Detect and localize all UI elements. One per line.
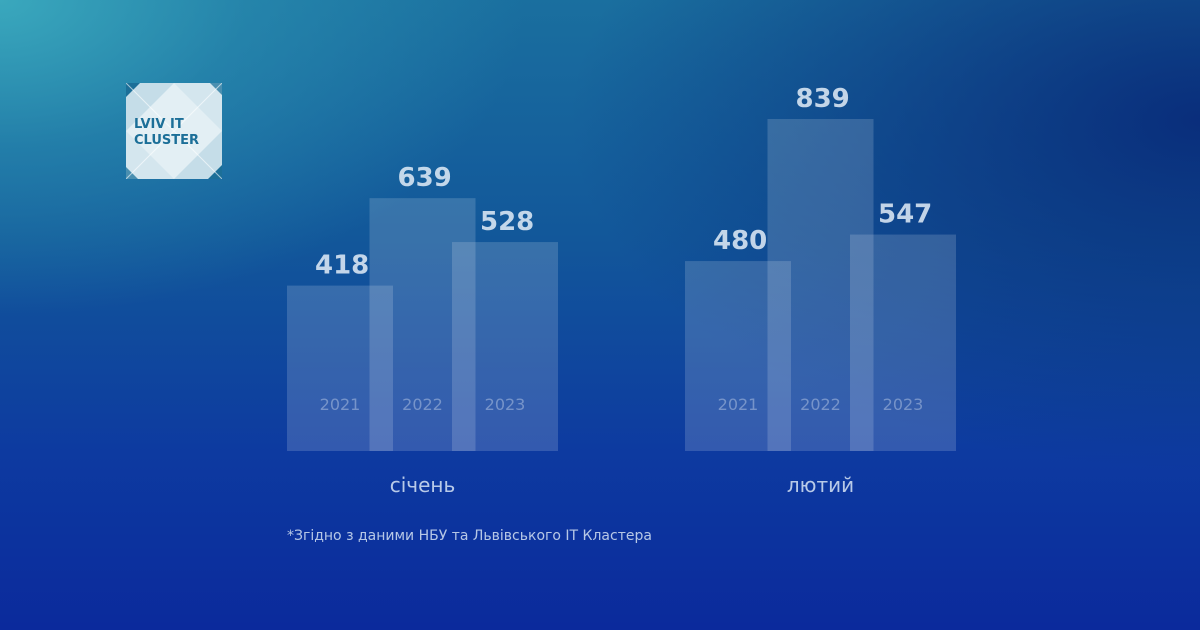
logo-line-2: CLUSTER [134, 133, 200, 148]
bar-value-label: 418 [315, 251, 369, 281]
bar-2022-1 [369, 198, 476, 451]
logo-text: LVIV IT CLUSTER [134, 117, 199, 149]
month-label: січень [390, 473, 456, 497]
logo-line-1: LVIV IT [134, 117, 184, 132]
bar-2022-2 [767, 119, 874, 452]
bar-2023-1 [452, 242, 558, 451]
bar-year-label: 2023 [485, 395, 526, 414]
bar-year-label: 2021 [718, 395, 759, 414]
bar-2021-2 [685, 261, 791, 451]
bar-2023-2 [850, 234, 956, 451]
bar-year-label: 2022 [402, 395, 443, 414]
bar-2021-1 [287, 285, 393, 451]
bar-year-label: 2023 [883, 395, 924, 414]
bar-value-label: 547 [878, 200, 932, 230]
bar-year-label: 2022 [800, 395, 841, 414]
lviv-it-cluster-logo: LVIV IT CLUSTER [125, 82, 223, 180]
footnote: *Згідно з даними НБУ та Львівського ІТ К… [287, 528, 652, 544]
bar-value-label: 480 [713, 226, 767, 256]
logo-diamond-icon [125, 82, 223, 180]
bar-value-label: 639 [398, 163, 452, 193]
bar-value-label: 839 [796, 84, 850, 114]
bar-year-label: 2021 [320, 395, 361, 414]
month-label: лютий [787, 473, 854, 497]
bar-value-label: 528 [480, 207, 534, 237]
